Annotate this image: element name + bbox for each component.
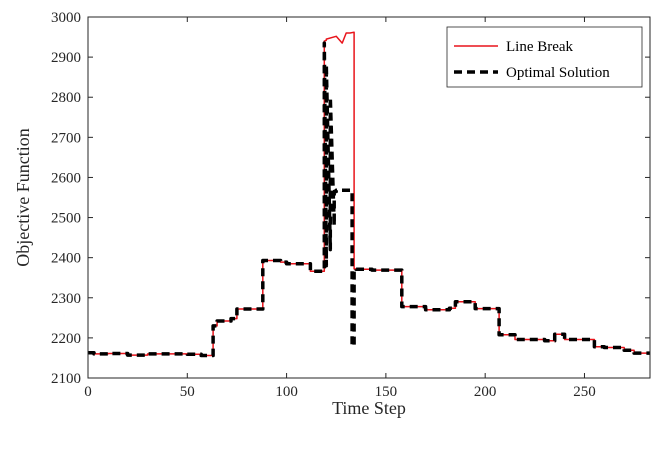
y-axis-label: Objective Function	[13, 128, 33, 266]
y-tick-label: 2800	[51, 90, 81, 106]
y-tick-label: 2100	[51, 371, 81, 387]
plot-frame	[87, 16, 651, 379]
legend: Line Break Optimal Solution	[446, 26, 643, 88]
y-tick-label: 2900	[51, 50, 81, 66]
x-tick-label: 150	[375, 384, 398, 400]
x-tick-label: 0	[84, 384, 92, 400]
y-tick-label: 2200	[51, 331, 81, 347]
y-tick-label: 2300	[51, 291, 81, 307]
y-tick-label: 2600	[51, 170, 81, 186]
legend-label-optimal-solution: Optimal Solution	[506, 65, 610, 81]
x-tick-label: 100	[275, 384, 298, 400]
legend-label-line-break: Line Break	[506, 39, 574, 55]
x-tick-label: 250	[573, 384, 596, 400]
y-tick-label: 2500	[51, 211, 81, 227]
y-tick-label: 3000	[51, 10, 81, 26]
y-tick-label: 2700	[51, 130, 81, 146]
series-optimal-solution	[88, 41, 650, 358]
legend-box	[446, 26, 643, 88]
series-layer	[88, 31, 650, 358]
y-tick-label: 2400	[51, 251, 81, 267]
x-axis-label: Time Step	[332, 398, 406, 418]
ticks-layer: 0 50 100 150 200 250 2100 2200 2300 2400 2500 2600 2…	[51, 10, 650, 400]
x-tick-label: 50	[180, 384, 195, 400]
x-tick-label: 200	[474, 384, 497, 400]
